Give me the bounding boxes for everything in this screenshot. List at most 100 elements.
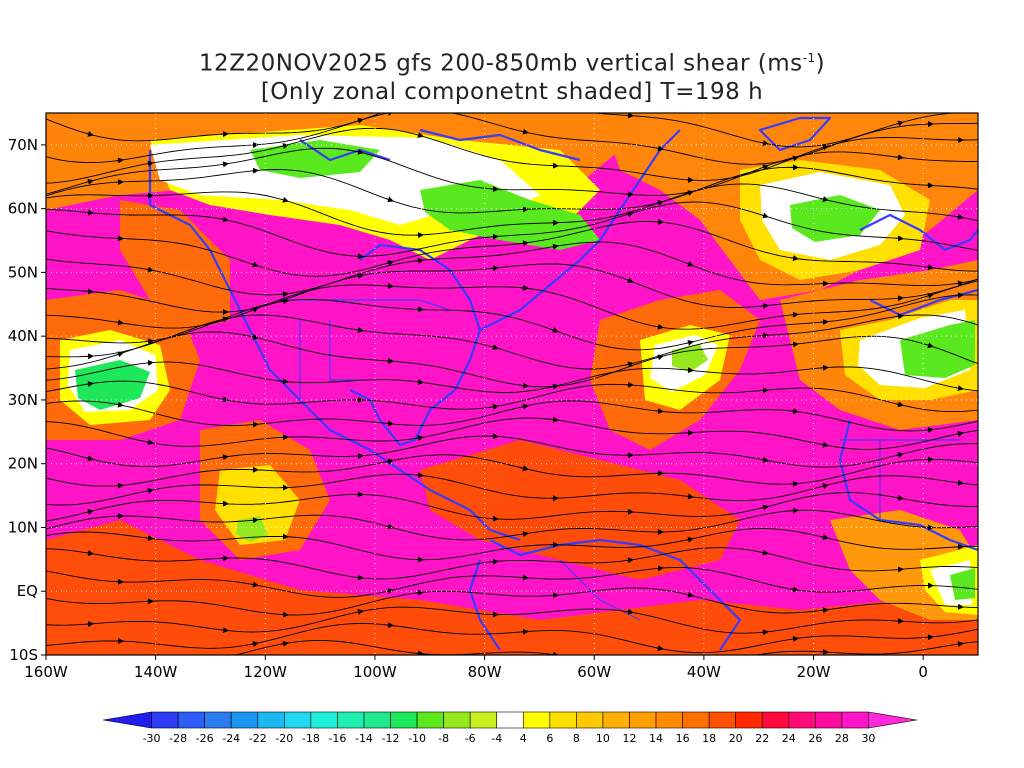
colorbar-label: -16 [328, 732, 346, 745]
colorbar-label: -14 [355, 732, 373, 745]
streamline-arrow [250, 307, 259, 313]
streamline [46, 183, 978, 236]
streamline-arrow [955, 213, 964, 220]
streamline [46, 201, 978, 257]
colorbar-label: 12 [622, 732, 636, 745]
streamline [46, 547, 978, 580]
streamline [46, 417, 978, 450]
streamline-arrow [490, 403, 499, 410]
streamline-arrow [625, 608, 634, 615]
streamline-arrow [760, 164, 769, 171]
colorbar-arrow-right [868, 711, 918, 729]
streamline-arrow [85, 381, 94, 388]
streamline-arrow [790, 636, 799, 642]
colorbar-label: 6 [546, 732, 553, 745]
streamline [46, 509, 978, 541]
colorbar-swatch [682, 711, 710, 729]
chart-title: 12Z20NOV2025 gfs 200-850mb vertical shea… [0, 44, 1024, 106]
colorbar-label: -26 [196, 732, 214, 745]
streamline [46, 263, 978, 313]
streamline-arrow [145, 535, 154, 542]
streamline-arrow [280, 640, 289, 647]
streamline [46, 220, 978, 277]
lon-tick-label: 60W [577, 663, 611, 681]
streamline-arrow [415, 650, 424, 655]
colorbar-swatch [815, 711, 843, 729]
streamline-arrow [250, 261, 259, 268]
colorbar-label: -8 [438, 732, 449, 745]
streamline-arrow [280, 196, 289, 203]
map-plot-area [46, 113, 978, 655]
colorbar-label: -24 [222, 732, 240, 745]
streamline-arrow [85, 288, 94, 295]
streamline-arrow [85, 509, 94, 515]
colorbar: -30 -28 -26 -24 -22 -20 -18 -16 -14 -12 -10 -8 -6 -4 4… [102, 711, 918, 745]
streamline [46, 361, 978, 393]
coastlines [148, 116, 978, 651]
streamline-arrow [655, 645, 664, 652]
colorbar-swatch [735, 711, 763, 729]
streamline-arrow [385, 420, 394, 427]
streamline-arrow [685, 367, 694, 374]
streamline-arrow [355, 148, 364, 155]
streamline [46, 606, 978, 634]
streamline-arrow [820, 196, 829, 202]
streamline-arrow [685, 339, 694, 346]
streamline-arrow [115, 401, 124, 408]
streamline-arrow [85, 455, 94, 462]
streamline-arrow [895, 494, 904, 501]
streamline-arrow [550, 416, 559, 423]
colorbar-swatch [655, 711, 683, 729]
lat-tick-label: 30N [8, 391, 38, 409]
streamline-arrow [790, 341, 799, 348]
streamline-arrow [895, 154, 904, 161]
streamline-arrow [760, 549, 769, 556]
streamline-arrow [280, 291, 289, 298]
streamline-arrow [790, 255, 799, 262]
lat-tick-label: 20N [8, 455, 38, 473]
streamline-arrow [415, 435, 424, 441]
streamline-arrow [760, 629, 769, 636]
streamline [46, 147, 978, 196]
colorbar-swatch [390, 711, 418, 729]
streamline-arrow [490, 558, 499, 565]
streamline [46, 567, 978, 598]
colorbar-label: 28 [835, 732, 849, 745]
streamline-arrow [685, 190, 694, 196]
colorbar-label: 4 [520, 732, 527, 745]
streamline-arrow [625, 557, 634, 564]
colorbar-label: 20 [729, 732, 743, 745]
streamline-arrow [85, 178, 94, 185]
streamline-arrow [895, 452, 904, 458]
streamline [46, 280, 978, 330]
streamline-arrow [820, 144, 829, 151]
colorbar-swatch [602, 711, 630, 729]
colorbar-swatch [177, 711, 205, 729]
streamline-arrow [520, 240, 529, 247]
streamline-arrow [115, 319, 124, 326]
streamline-arrow [760, 302, 769, 309]
streamline-arrow [250, 167, 259, 174]
colorbar-swatch [443, 711, 471, 729]
streamline-arrow [385, 622, 394, 629]
streamline-arrow [145, 359, 154, 366]
streamline-arrow [820, 534, 829, 541]
colorbar-swatch [522, 711, 551, 729]
lon-tick-label: 140W [134, 663, 178, 681]
streamline-arrow [760, 456, 769, 463]
lat-tick-label: 60N [8, 200, 38, 218]
streamline-arrow [220, 316, 229, 323]
title-line-1: 12Z20NOV2025 gfs 200-850mb vertical shea… [0, 44, 1024, 78]
title-line-1-close: ) [815, 50, 826, 77]
streamline-arrow [145, 160, 154, 167]
streamline-arrow [685, 591, 694, 598]
streamline-arrow [250, 641, 259, 647]
colorbar-label: 22 [755, 732, 769, 745]
streamline-arrow [280, 378, 289, 385]
streamline-arrow [625, 361, 634, 368]
streamline-arrow [955, 430, 964, 437]
streamline [46, 166, 978, 214]
grid-lines [46, 113, 978, 655]
streamline-arrow [220, 216, 229, 223]
